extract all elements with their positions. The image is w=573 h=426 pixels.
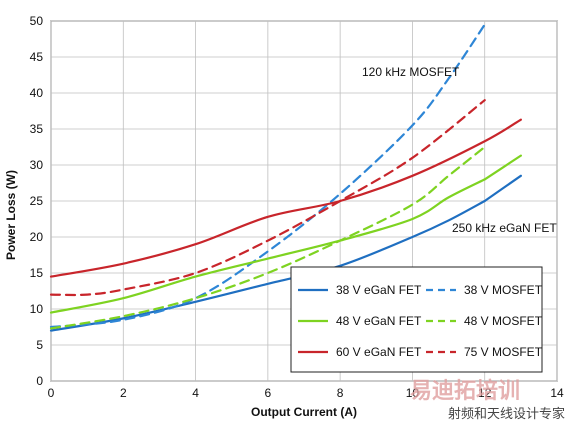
y-tick-label: 45 <box>30 50 44 64</box>
x-tick-label: 10 <box>406 386 420 400</box>
annotation-250khz-egan: 250 kHz eGaN FET <box>452 221 557 235</box>
legend-label-38-v-egan-fet: 38 V eGaN FET <box>336 283 422 297</box>
series-line-extension-0 <box>483 174 522 203</box>
series-lines <box>49 23 522 332</box>
legend-label-48-v-egan-fet: 48 V eGaN FET <box>336 314 422 328</box>
y-tick-label: 0 <box>36 374 43 388</box>
x-tick-label: 14 <box>550 386 564 400</box>
x-tick-label: 6 <box>265 386 272 400</box>
watermark-subtitle: 射频和天线设计专家 <box>448 406 565 422</box>
y-tick-label: 25 <box>30 194 44 208</box>
y-tick-label: 30 <box>30 158 44 172</box>
x-tick-label: 8 <box>337 386 344 400</box>
series-line-60-v-egan-fet <box>49 118 522 278</box>
legend-label-60-v-egan-fet: 60 V eGaN FET <box>336 345 422 359</box>
y-tick-label: 35 <box>30 122 44 136</box>
legend-label-48-v-mosfet: 48 V MOSFET <box>464 314 543 328</box>
tick-labels: 0 2 4 6 8 10 12 14 0 5 10 15 20 25 30 35 40 45 50 <box>30 14 564 400</box>
y-tick-label: 40 <box>30 86 44 100</box>
y-tick-label: 20 <box>30 230 44 244</box>
series-line-48-v-egan-fet <box>49 178 486 314</box>
legend: 38 V eGaN FET 38 V MOSFET 48 V eGaN FET 48 … <box>290 266 543 373</box>
series-line-extension-1 <box>483 154 522 181</box>
series-line-75-v-mosfet <box>49 99 486 297</box>
series-line-38-v-mosfet <box>49 23 486 329</box>
x-tick-label: 0 <box>48 386 55 400</box>
legend-label-38-v-mosfet: 38 V MOSFET <box>464 283 543 297</box>
series-line-48-v-mosfet <box>49 145 486 330</box>
y-tick-label: 15 <box>30 266 44 280</box>
x-tick-label: 2 <box>120 386 127 400</box>
y-axis-title: Power Loss (W) <box>4 170 18 260</box>
y-tick-label: 50 <box>30 14 44 28</box>
x-axis-title: Output Current (A) <box>251 405 357 419</box>
x-tick-label: 12 <box>478 386 492 400</box>
watermark-brand: 易迪拓培训 <box>410 378 520 404</box>
x-tick-label: 4 <box>192 386 199 400</box>
legend-box <box>290 266 543 373</box>
legend-label-75-v-mosfet: 75 V MOSFET <box>464 345 543 359</box>
y-tick-label: 5 <box>36 338 43 352</box>
annotation-120khz-mosfet: 120 kHz MOSFET <box>362 65 460 79</box>
y-tick-label: 10 <box>30 302 44 316</box>
watermark: 易迪拓培训 射频和天线设计专家 <box>410 378 565 422</box>
